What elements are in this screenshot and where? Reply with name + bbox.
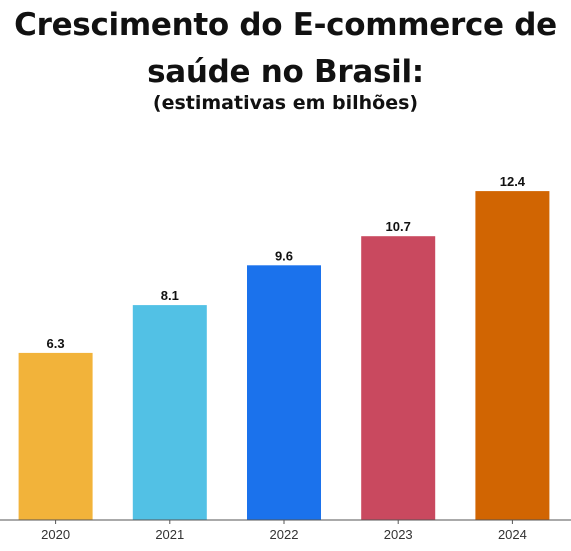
x-tick-label-2021: 2021 <box>155 527 184 542</box>
value-label-2021: 8.1 <box>161 288 179 303</box>
value-label-2023: 10.7 <box>386 219 411 234</box>
bar-2024 <box>475 191 550 520</box>
chart-title-line-2: saúde no Brasil: <box>147 54 424 90</box>
bar-2023 <box>361 236 436 520</box>
bar-2020 <box>18 352 93 520</box>
labels-layer: 6.3 8.1 9.6 10.7 12.4 <box>47 174 526 351</box>
x-tick-label-2024: 2024 <box>498 527 527 542</box>
chart-title-line-1: Crescimento do E-commerce de <box>14 7 557 43</box>
value-label-2020: 6.3 <box>47 336 65 351</box>
x-tick-label-2022: 2022 <box>270 527 299 542</box>
x-axis-ticks: 2020 2021 2022 2023 2024 <box>41 520 527 542</box>
chart-title: Crescimento do E-commerce de saúde no Br… <box>0 2 571 96</box>
bar-2021 <box>132 305 207 520</box>
value-label-2022: 9.6 <box>275 248 293 263</box>
chart-subtitle: (estimativas em bilhões) <box>152 92 419 114</box>
value-label-2024: 12.4 <box>500 174 526 189</box>
x-tick-label-2020: 2020 <box>41 527 70 542</box>
bar-2022 <box>247 265 321 520</box>
x-tick-label-2023: 2023 <box>384 527 413 542</box>
bars-layer <box>18 191 550 520</box>
